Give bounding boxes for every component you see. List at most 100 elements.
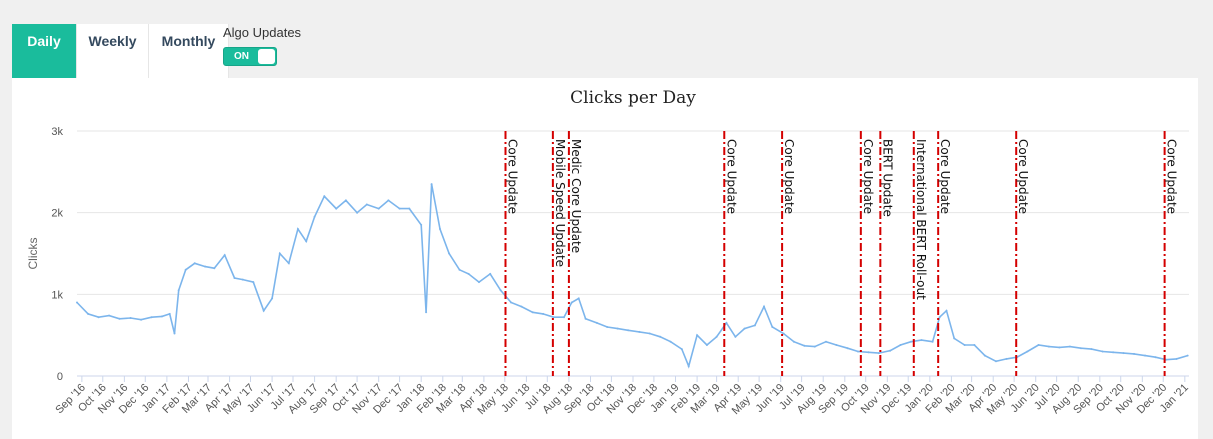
y-axis-label: Clicks (26, 238, 40, 270)
algo-update-label: Core Update (724, 139, 738, 214)
series-point (1048, 345, 1050, 348)
algo-update-label: Core Update (938, 139, 952, 214)
series-point (627, 329, 630, 332)
series-point (168, 312, 171, 315)
series-point (458, 268, 461, 271)
series-point (867, 351, 870, 354)
series-point (510, 301, 513, 304)
series-point (140, 318, 143, 321)
series-point (97, 316, 100, 319)
series-point (223, 254, 226, 257)
series-point (408, 207, 411, 210)
series-point (931, 340, 934, 343)
series-point (616, 327, 619, 330)
y-tick-label: 0 (57, 371, 63, 383)
series-point (87, 312, 90, 315)
series-point (1175, 357, 1178, 360)
series-point (252, 281, 255, 284)
series-point (398, 207, 401, 210)
series-point (680, 348, 683, 351)
series-point (296, 228, 299, 230)
series-point (687, 365, 690, 368)
series-point (1144, 354, 1147, 357)
series-point (420, 223, 423, 226)
algo-update-label: Core Update (1016, 139, 1030, 214)
series-point (213, 267, 216, 270)
toggle-state-label: ON (234, 51, 249, 62)
y-tick-label: 3k (51, 126, 63, 138)
series-point (659, 335, 662, 338)
series-point (305, 240, 308, 243)
series-point (1112, 351, 1115, 354)
series-point (1186, 354, 1189, 357)
series-point (570, 301, 573, 304)
algo-update-label: Core Update (782, 139, 796, 214)
chart-title: Clicks per Day (570, 88, 696, 108)
series-line (76, 183, 1188, 369)
series-point (877, 352, 880, 355)
series-point (356, 211, 359, 214)
series-point (129, 317, 132, 319)
series-point (313, 215, 316, 218)
series-point (542, 312, 545, 315)
series-point (387, 199, 390, 202)
tab-weekly[interactable]: Weekly (77, 24, 149, 78)
series-point (520, 305, 523, 308)
algo-updates-toggle[interactable]: ON (223, 47, 277, 66)
series-point (1133, 352, 1135, 355)
tab-daily[interactable]: Daily (12, 24, 77, 78)
algo-updates-label: Algo Updates (223, 25, 302, 40)
series-point (734, 335, 737, 338)
series-point (771, 326, 774, 328)
series-point (803, 344, 806, 347)
series-point (963, 344, 966, 346)
y-tick-label: 1k (51, 289, 63, 301)
series-point (725, 321, 728, 324)
series-point (76, 301, 78, 304)
series-point (262, 309, 265, 312)
algo-update-label: Core Update (505, 139, 519, 214)
algo-update-label: International BERT Roll-out (914, 139, 928, 300)
series-point (763, 305, 765, 308)
series-point (448, 252, 451, 255)
series-point (995, 360, 997, 363)
series-point (889, 349, 892, 352)
series-point (846, 347, 849, 350)
series-point (271, 297, 274, 300)
series-point (899, 344, 902, 346)
series-point (118, 317, 121, 320)
series-point (1122, 352, 1125, 355)
series-point (1037, 344, 1040, 346)
algo-update-label: BERT Update (880, 139, 894, 217)
series-point (696, 334, 699, 337)
series-point (365, 203, 368, 206)
series-point (638, 330, 641, 333)
series-point (910, 340, 912, 343)
series-point (323, 195, 326, 198)
series-point (335, 207, 338, 210)
series-point (1101, 350, 1104, 353)
series-point (753, 324, 756, 327)
series-point (825, 340, 827, 343)
series-point (161, 315, 163, 318)
algo-updates-control: Algo Updates ON (223, 25, 301, 66)
y-tick-label: 2k (51, 208, 63, 220)
series-point (478, 281, 480, 284)
tab-monthly[interactable]: Monthly (149, 24, 229, 78)
series-point (1058, 346, 1061, 349)
series-point (705, 344, 708, 346)
algo-update-label: Medic Core Update (569, 139, 583, 253)
series-point (792, 340, 795, 343)
series-point (439, 228, 441, 230)
series-point (813, 345, 816, 348)
series-point (938, 316, 941, 319)
series-point (983, 354, 986, 357)
series-point (577, 297, 580, 300)
series-point (606, 326, 609, 328)
series-point (595, 321, 598, 324)
series-point (552, 316, 555, 319)
series-point (184, 268, 187, 271)
series-point (953, 337, 956, 340)
toggle-knob[interactable] (258, 49, 275, 64)
